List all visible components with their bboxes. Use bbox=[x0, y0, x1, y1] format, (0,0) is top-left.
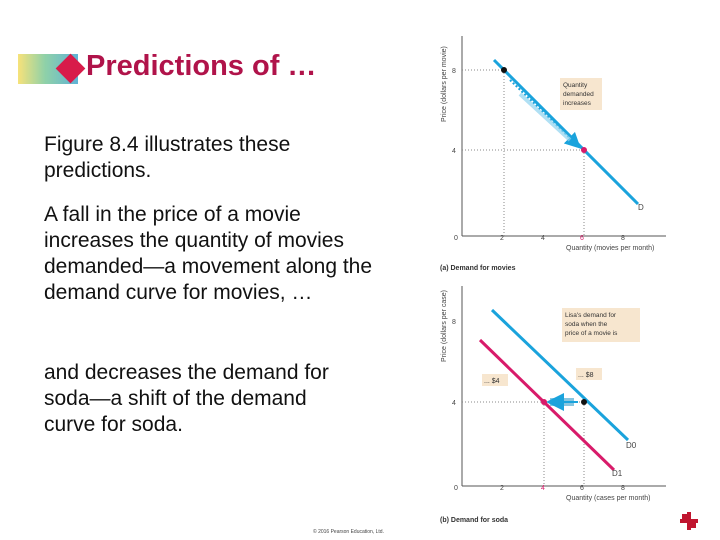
point-a-initial bbox=[501, 67, 507, 73]
paragraph-3: and decreases the demand for soda—a shif… bbox=[44, 361, 329, 436]
annotation-a-line2: demanded bbox=[563, 91, 594, 98]
title-area: Predictions of … bbox=[18, 48, 398, 90]
price-box-right bbox=[576, 368, 602, 380]
y-tick-b-8: 8 bbox=[452, 319, 456, 326]
y-tick-a-4: 4 bbox=[452, 148, 456, 155]
annotation-b-line1: Lisa's demand for bbox=[565, 312, 617, 319]
annotation-box-b bbox=[562, 308, 640, 342]
x-tick-a-4: 4 bbox=[541, 235, 545, 242]
curve-label-b0: D0 bbox=[626, 441, 637, 450]
curve-label-b1: D1 bbox=[612, 469, 623, 478]
copyright-text: © 2016 Pearson Education, Ltd. bbox=[313, 529, 384, 535]
point-a-new bbox=[581, 147, 587, 153]
x-tick-a-2: 2 bbox=[500, 235, 504, 242]
demand-curve-b0 bbox=[490, 308, 630, 442]
x-tick-b-0: 0 bbox=[454, 485, 458, 492]
y-tick-b-4: 4 bbox=[452, 400, 456, 407]
paragraph-2: A fall in the price of a movie increases… bbox=[44, 203, 373, 304]
x-label-a: Quantity (movies per month) bbox=[566, 245, 654, 252]
price-box-left-text: ... $4 bbox=[484, 378, 500, 385]
paragraph-1: Figure 8.4 illustrates these predictions… bbox=[44, 133, 291, 182]
caption-a: (a) Demand for movies bbox=[440, 265, 516, 272]
slide-title: Predictions of … bbox=[86, 50, 317, 82]
x-tick-b-2: 2 bbox=[500, 485, 504, 492]
x-tick-b-4: 4 bbox=[541, 485, 545, 492]
demand-curve-b1 bbox=[478, 338, 616, 472]
x-tick-a-0: 0 bbox=[454, 235, 458, 242]
annotation-b-line3: price of a movie is bbox=[565, 330, 618, 337]
panel-a: Price (dollars per movie) 8 4 0 2 4 6 8 … bbox=[440, 36, 666, 272]
movement-band-a bbox=[518, 92, 572, 142]
x-tick-a-6: 6 bbox=[580, 235, 584, 242]
y-tick-a-8: 8 bbox=[452, 68, 456, 75]
x-tick-b-8: 8 bbox=[621, 485, 625, 492]
annotation-b-line2: soda when the bbox=[565, 321, 608, 328]
point-b-initial bbox=[581, 399, 587, 405]
x-label-b: Quantity (cases per month) bbox=[566, 495, 650, 502]
price-box-left bbox=[482, 374, 508, 386]
y-label-b: Price (dollars per case) bbox=[441, 290, 448, 362]
x-tick-b-6: 6 bbox=[580, 485, 584, 492]
point-b-new bbox=[541, 399, 547, 405]
y-label-a: Price (dollars per movie) bbox=[441, 46, 448, 122]
annotation-a-line1: Quantity bbox=[563, 82, 588, 89]
panel-b: Price (dollars per case) 8 4 0 2 4 6 8 Q… bbox=[440, 286, 666, 524]
price-box-right-text: ... $8 bbox=[578, 372, 594, 379]
curve-label-a: D bbox=[638, 203, 644, 212]
annotation-a-line3: increases bbox=[563, 100, 592, 107]
x-tick-a-8: 8 bbox=[621, 235, 625, 242]
pearson-logo-icon bbox=[680, 512, 698, 530]
annotation-box-a bbox=[560, 78, 602, 110]
caption-b: (b) Demand for soda bbox=[440, 517, 508, 524]
